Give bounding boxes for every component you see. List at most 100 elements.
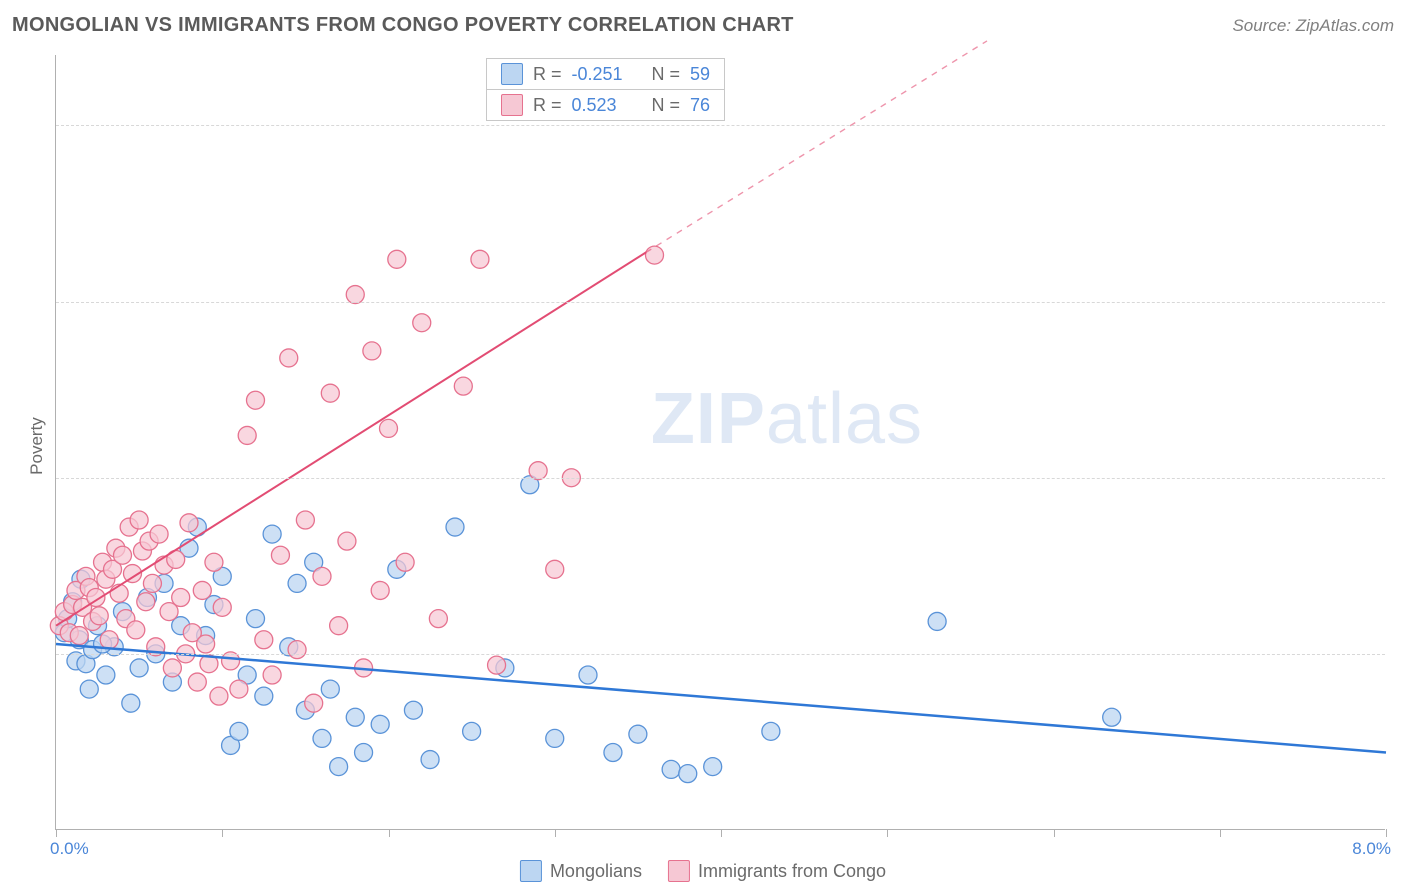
gridline — [56, 654, 1385, 655]
stat-r-label: R = — [533, 64, 562, 85]
data-point — [604, 744, 622, 762]
data-point — [130, 511, 148, 529]
data-point — [114, 546, 132, 564]
legend-item: Mongolians — [520, 860, 642, 882]
stat-row: R = -0.251 N = 59 — [487, 59, 724, 90]
stat-swatch — [501, 63, 523, 85]
y-tick-label: 12.5% — [1395, 644, 1406, 664]
data-point — [263, 525, 281, 543]
gridline — [56, 125, 1385, 126]
data-point — [247, 610, 265, 628]
x-tick-mark — [389, 829, 390, 837]
x-tick-label: 0.0% — [50, 839, 89, 859]
data-point — [122, 694, 140, 712]
data-point — [330, 617, 348, 635]
data-point — [163, 659, 181, 677]
data-point — [363, 342, 381, 360]
stat-n-label: N = — [652, 95, 681, 116]
data-point — [188, 673, 206, 691]
stat-r-label: R = — [533, 95, 562, 116]
data-point — [280, 349, 298, 367]
data-point — [143, 574, 161, 592]
stat-n-label: N = — [652, 64, 681, 85]
x-tick-label: 8.0% — [1352, 839, 1391, 859]
data-point — [230, 680, 248, 698]
data-point — [127, 621, 145, 639]
data-point — [255, 687, 273, 705]
gridline — [56, 478, 1385, 479]
chart-title: MONGOLIAN VS IMMIGRANTS FROM CONGO POVER… — [12, 14, 794, 37]
data-point — [330, 758, 348, 776]
data-point — [446, 518, 464, 536]
data-point — [662, 760, 680, 778]
data-point — [247, 391, 265, 409]
data-point — [413, 314, 431, 332]
data-point — [679, 765, 697, 783]
x-tick-mark — [56, 829, 57, 837]
data-point — [271, 546, 289, 564]
stat-r-value: -0.251 — [572, 64, 642, 85]
data-point — [305, 694, 323, 712]
data-point — [313, 567, 331, 585]
data-point — [230, 722, 248, 740]
data-point — [70, 627, 88, 645]
data-point — [454, 377, 472, 395]
data-point — [463, 722, 481, 740]
bottom-legend: Mongolians Immigrants from Congo — [520, 860, 886, 882]
data-point — [388, 250, 406, 268]
data-point — [928, 612, 946, 630]
x-tick-mark — [222, 829, 223, 837]
x-tick-mark — [1220, 829, 1221, 837]
data-point — [288, 574, 306, 592]
x-tick-mark — [1054, 829, 1055, 837]
x-tick-mark — [721, 829, 722, 837]
stat-row: R = 0.523 N = 76 — [487, 90, 724, 121]
data-point — [130, 659, 148, 677]
y-tick-label: 37.5% — [1395, 292, 1406, 312]
data-point — [321, 384, 339, 402]
data-point — [90, 607, 108, 625]
data-point — [97, 666, 115, 684]
x-tick-mark — [1386, 829, 1387, 837]
data-point — [313, 729, 331, 747]
data-point — [197, 635, 215, 653]
data-point — [380, 419, 398, 437]
gridline — [56, 302, 1385, 303]
chart-svg — [56, 55, 1385, 829]
y-axis-label: Poverty — [27, 417, 47, 475]
data-point — [213, 598, 231, 616]
data-point — [150, 525, 168, 543]
data-point — [205, 553, 223, 571]
data-point — [263, 666, 281, 684]
x-tick-mark — [555, 829, 556, 837]
data-point — [180, 514, 198, 532]
legend-swatch — [520, 860, 542, 882]
data-point — [110, 584, 128, 602]
data-point — [546, 729, 564, 747]
data-point — [429, 610, 447, 628]
legend-item: Immigrants from Congo — [668, 860, 886, 882]
data-point — [80, 680, 98, 698]
data-point — [629, 725, 647, 743]
data-point — [137, 593, 155, 611]
data-point — [1103, 708, 1121, 726]
data-point — [704, 758, 722, 776]
chart-source: Source: ZipAtlas.com — [1232, 16, 1394, 36]
correlation-stat-box: R = -0.251 N = 59 R = 0.523 N = 76 — [486, 58, 725, 121]
legend-label: Immigrants from Congo — [698, 861, 886, 882]
stat-r-value: 0.523 — [572, 95, 642, 116]
y-tick-label: 25.0% — [1395, 468, 1406, 488]
data-point — [255, 631, 273, 649]
data-point — [321, 680, 339, 698]
data-point — [346, 708, 364, 726]
chart-header: MONGOLIAN VS IMMIGRANTS FROM CONGO POVER… — [12, 14, 1394, 37]
data-point — [338, 532, 356, 550]
data-point — [421, 751, 439, 769]
data-point — [172, 589, 190, 607]
stat-n-value: 59 — [690, 64, 710, 85]
data-point — [471, 250, 489, 268]
x-tick-mark — [887, 829, 888, 837]
stat-n-value: 76 — [690, 95, 710, 116]
data-point — [579, 666, 597, 684]
legend-label: Mongolians — [550, 861, 642, 882]
